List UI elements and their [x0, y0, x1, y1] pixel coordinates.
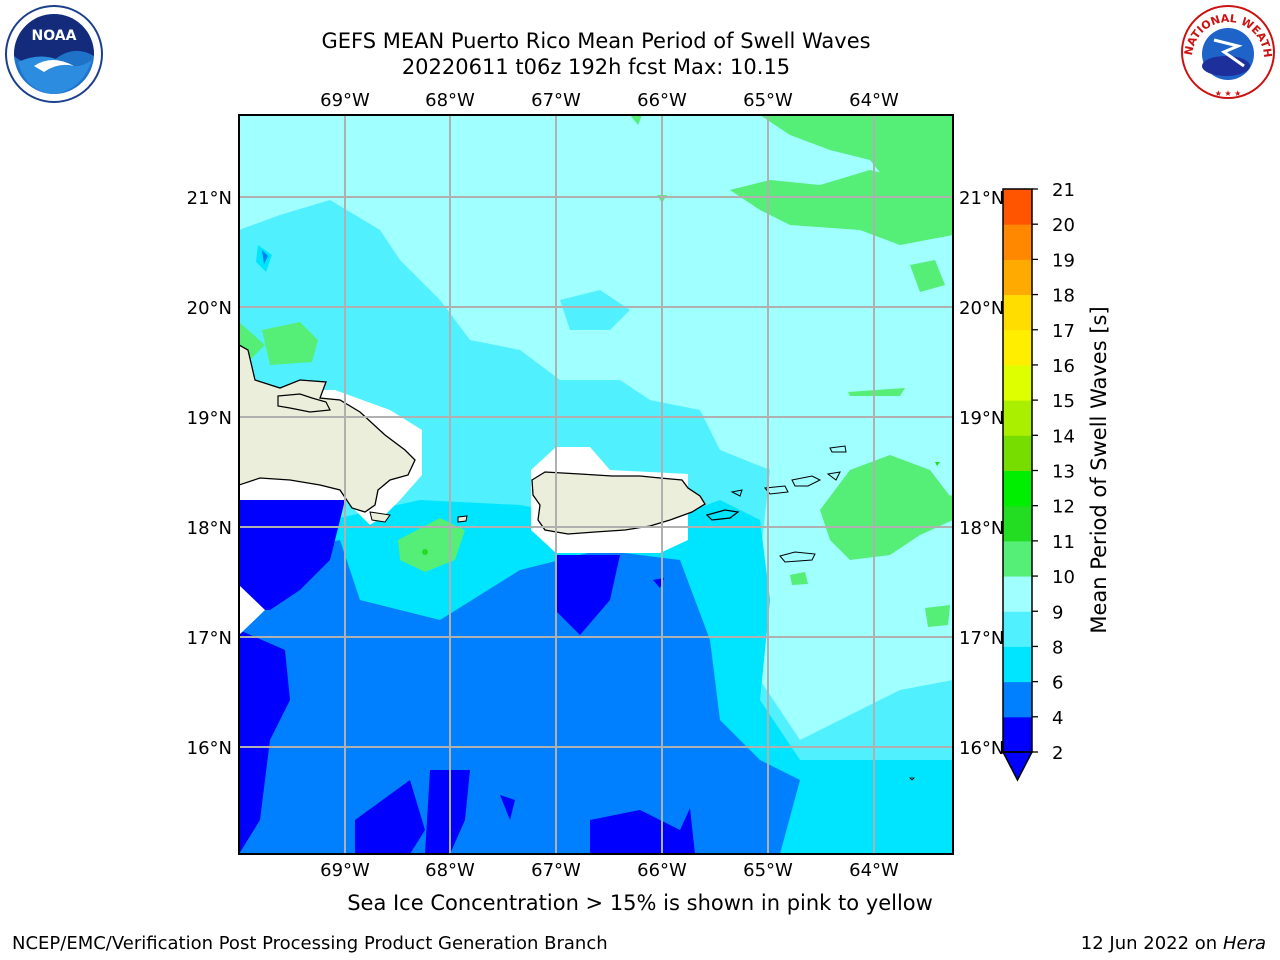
lon-label-bottom: 69°W — [320, 860, 370, 881]
colorbar-segment — [1003, 611, 1032, 647]
lon-label-top: 68°W — [425, 90, 475, 111]
lat-label-left: 17°N — [187, 628, 232, 649]
lon-label-top: 67°W — [531, 90, 581, 111]
colorbar-segment — [1003, 505, 1032, 542]
lon-label-bottom: 67°W — [531, 860, 581, 881]
colorbar-tick-label: 16 — [1052, 356, 1075, 377]
colorbar-tick-label: 19 — [1052, 250, 1075, 271]
colorbar-tick-label: 6 — [1052, 673, 1063, 694]
colorbar-extend-arrow — [1001, 751, 1034, 782]
colorbar-tick-label: 10 — [1052, 567, 1075, 588]
lat-label-right: 16°N — [959, 738, 1004, 759]
lon-label-top: 64°W — [849, 90, 899, 111]
colorbar: 2 4 6 8 9 10 11 12 13 14 15 16 17 18 19 20 21 Mean Perio… — [1001, 180, 1111, 782]
colorbar-tick-label: 12 — [1052, 497, 1075, 518]
colorbar-tick-label: 2 — [1052, 743, 1063, 764]
lat-label-left: 19°N — [187, 408, 232, 429]
colorbar-label: Mean Period of Swell Waves [s] — [1087, 306, 1111, 633]
colorbar-segment — [1003, 681, 1032, 718]
svg-text:★ ★ ★: ★ ★ ★ — [1215, 89, 1242, 98]
lon-label-top: 66°W — [637, 90, 687, 111]
lat-label-left: 16°N — [187, 738, 232, 759]
map-title: GEFS MEAN Puerto Rico Mean Period of Swe… — [321, 29, 871, 53]
map-frame — [238, 114, 954, 855]
colorbar-tick-label: 14 — [1052, 426, 1075, 447]
colorbar-tick-label: 8 — [1052, 637, 1063, 658]
colorbar-tick-label: 20 — [1052, 215, 1075, 236]
lat-label-left: 21°N — [187, 188, 232, 209]
colorbar-segment — [1003, 329, 1032, 366]
colorbar-segment — [1003, 470, 1032, 507]
sea-ice-caption: Sea Ice Concentration > 15% is shown in … — [347, 891, 933, 915]
nws-logo: NATIONAL WEATHER SERVICE ★ ★ ★ — [1178, 2, 1275, 99]
lon-label-bottom: 64°W — [849, 860, 899, 881]
colorbar-segment — [1003, 259, 1032, 296]
lat-label-right: 18°N — [959, 518, 1004, 539]
lat-label-left: 18°N — [187, 518, 232, 539]
lat-label-left: 20°N — [187, 298, 232, 319]
lat-label-right: 20°N — [959, 298, 1004, 319]
host-name: Hera — [1222, 933, 1266, 954]
colorbar-tick-label: 11 — [1052, 532, 1075, 553]
lon-label-top: 65°W — [743, 90, 793, 111]
colorbar-tick-label: 18 — [1052, 286, 1075, 307]
colorbar-tick-label: 15 — [1052, 391, 1075, 412]
date-text: 12 Jun 2022 on — [1080, 933, 1218, 954]
map-gridlines — [239, 115, 953, 854]
credit-line: NCEP/EMC/Verification Post Processing Pr… — [12, 933, 608, 954]
colorbar-segment — [1003, 189, 1032, 225]
lat-label-right: 17°N — [959, 628, 1004, 649]
lon-label-top: 69°W — [320, 90, 370, 111]
colorbar-segment — [1003, 646, 1032, 683]
colorbar-segment — [1003, 540, 1032, 577]
lon-label-bottom: 68°W — [425, 860, 475, 881]
colorbar-segment — [1003, 576, 1032, 612]
lon-label-bottom: 65°W — [743, 860, 793, 881]
lon-label-bottom: 66°W — [637, 860, 687, 881]
map-subtitle: 20220611 t06z 192h fcst Max: 10.15 — [401, 55, 791, 79]
colorbar-segment — [1003, 716, 1032, 753]
colorbar-tick-label: 4 — [1052, 708, 1063, 729]
noaa-logo-text: NOAA — [32, 28, 77, 44]
colorbar-tick-label: 9 — [1052, 602, 1063, 623]
colorbar-tick-label: 13 — [1052, 462, 1075, 483]
lat-label-right: 21°N — [959, 188, 1004, 209]
colorbar-segment — [1003, 364, 1032, 401]
colorbar-tick-label: 21 — [1052, 180, 1075, 201]
map-field — [239, 115, 953, 854]
noaa-logo: NOAA — [5, 5, 103, 103]
colorbar-segment — [1003, 224, 1032, 260]
colorbar-tick-label: 17 — [1052, 321, 1075, 342]
colorbar-segment — [1003, 400, 1032, 436]
lat-label-right: 19°N — [959, 408, 1004, 429]
date-line: 12 Jun 2022 on Hera — [1081, 933, 1266, 955]
colorbar-segment — [1003, 435, 1032, 471]
colorbar-segment — [1003, 294, 1032, 331]
